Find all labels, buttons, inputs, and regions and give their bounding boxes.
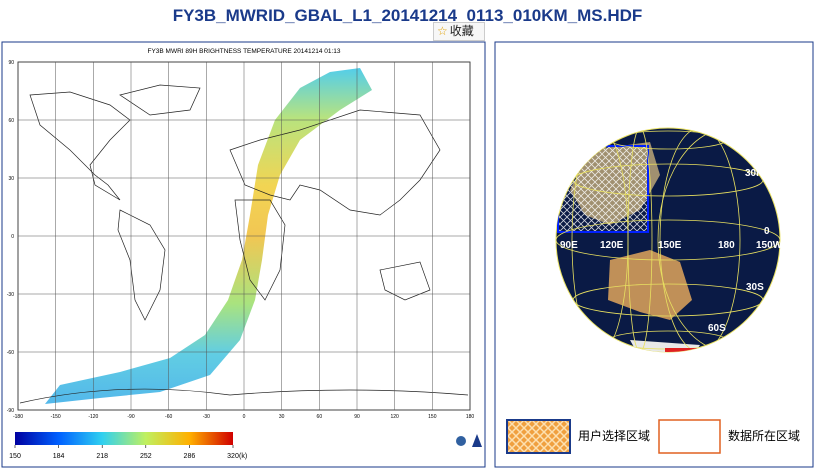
star-icon: ☆ <box>437 24 448 38</box>
lon-label: -30 <box>203 414 210 420</box>
lon-label: -120 <box>88 414 98 420</box>
globe-lat-label: 60N <box>718 127 736 138</box>
lat-label: 90 <box>8 60 14 66</box>
file-title: FY3B_MWRID_GBAL_L1_20141214_0113_010KM_M… <box>172 6 643 25</box>
lat-label: 30 <box>8 176 14 182</box>
logo <box>472 434 482 447</box>
lon-label: -60 <box>165 414 172 420</box>
map-title: FY3B MWRI 89H BRIGHTNESS TEMPERATURE 201… <box>147 48 340 55</box>
globe-lon-label: 120E <box>600 240 624 251</box>
lat-label: -90 <box>7 408 14 414</box>
lon-label: 90 <box>354 414 360 420</box>
colorbar <box>15 432 233 445</box>
globe-lon-label: 180 <box>718 240 735 251</box>
globe: 60N 30N 0 30S 60S 90E 120E 150E 180 150W <box>555 127 783 353</box>
globe-lon-label: 150E <box>658 240 682 251</box>
colorbar-label: 286 <box>184 453 196 460</box>
logo <box>456 436 466 446</box>
colorbar-label: 320 <box>227 453 239 460</box>
map: FY3B MWRI 89H BRIGHTNESS TEMPERATURE 201… <box>7 48 482 460</box>
colorbar-label: 218 <box>96 453 108 460</box>
lon-label: -180 <box>13 414 23 420</box>
colorbar-label: 184 <box>53 453 65 460</box>
legend-swatch-selected <box>506 419 571 454</box>
antarctica-coast <box>19 388 469 404</box>
data-swath <box>45 68 372 404</box>
lon-label: 0 <box>243 414 246 420</box>
globe-lon-label: 90E <box>560 240 578 251</box>
coastlines <box>29 84 441 321</box>
lat-label: 0 <box>11 234 14 240</box>
favorite-button[interactable]: ☆ 收藏 <box>433 22 485 41</box>
colorbar-unit: (k) <box>239 453 247 460</box>
colorbar-label: 150 <box>9 453 21 460</box>
lon-label: 150 <box>428 414 437 420</box>
legend-label: 数据所在区域 <box>728 428 800 443</box>
globe-lat-label: 60S <box>708 323 726 334</box>
lat-label: -30 <box>7 292 14 298</box>
lon-label: 120 <box>390 414 399 420</box>
lon-label: 180 <box>466 414 475 420</box>
meridian <box>659 128 741 352</box>
lon-label: -90 <box>127 414 134 420</box>
australia-land <box>608 250 692 320</box>
lon-label: 60 <box>317 414 323 420</box>
globe-lat-label: 30S <box>746 282 764 293</box>
meridian <box>627 128 653 352</box>
lon-label: -150 <box>51 414 61 420</box>
favorite-label: 收藏 <box>449 24 474 38</box>
meridian <box>657 128 780 352</box>
lon-label: 30 <box>279 414 285 420</box>
globe-lat-label: 0 <box>764 226 770 237</box>
legend-label: 用户选择区域 <box>578 428 650 443</box>
lat-label: -60 <box>7 350 14 356</box>
globe-lat-label: 30N <box>745 168 763 179</box>
lat-label: 60 <box>8 118 14 124</box>
parallel <box>556 219 780 261</box>
colorbar-label: 252 <box>140 453 152 460</box>
globe-lon-label: 150W <box>756 240 783 251</box>
legend-swatch-data <box>658 419 721 454</box>
